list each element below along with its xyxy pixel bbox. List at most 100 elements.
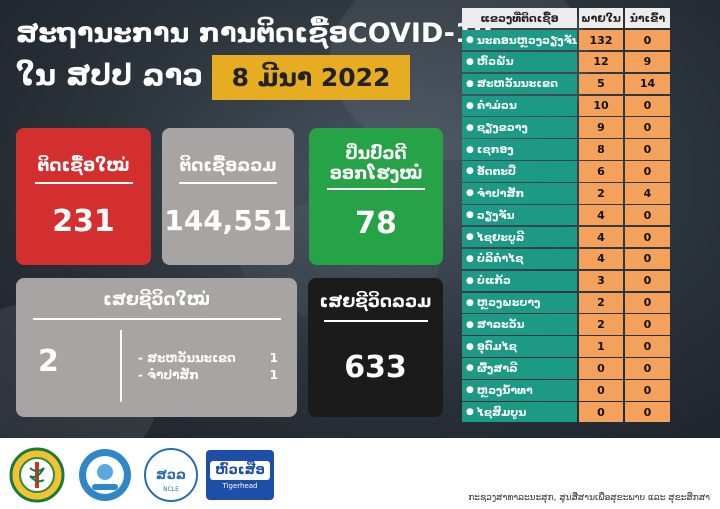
- table-row: ● ຈຳປາສັກ 2 4: [462, 183, 670, 204]
- ncle-logo: ສວລ NCLE: [142, 446, 200, 504]
- total-cases-value: 144,551: [164, 204, 292, 237]
- ncle-text: ສວລ: [156, 468, 186, 483]
- divider: [327, 188, 425, 190]
- breakdown-row: - ຈຳປາສັກ 1: [138, 367, 278, 384]
- local-cases-cell: 6: [579, 161, 623, 182]
- imported-cases-cell: 0: [625, 248, 670, 270]
- province-name: ຊຽງຂວາງ: [476, 121, 528, 135]
- local-cases-cell: 9: [579, 117, 623, 138]
- province-cell: ● ບໍລິຄຳໄຊ: [462, 248, 577, 270]
- table-row: ● ຊຽງຂວາງ 9 0: [462, 117, 670, 138]
- local-cases-cell: 0: [579, 380, 623, 401]
- local-cases-cell: 12: [579, 51, 623, 73]
- table-row: ● ຜົ້ງສາລີ 0 0: [462, 358, 670, 379]
- imported-cases-cell: 0: [625, 139, 670, 160]
- province-cell: ● ສະຫວັນນະເຂດ: [462, 73, 577, 95]
- imported-cases-cell: 0: [625, 205, 670, 226]
- imported-cases-cell: 0: [625, 336, 670, 357]
- province-name: ໄຊສົມບູນ: [476, 405, 527, 419]
- province-name: ຄຳມ່ວນ: [476, 99, 517, 113]
- bullet-icon: ●: [466, 363, 474, 374]
- tigerhead-logo: ຫົວເສືອ Tigerhead: [206, 450, 274, 500]
- imported-cases-cell: 0: [625, 292, 670, 313]
- table-row: ● ບໍ່ແກ້ວ 3 0: [462, 270, 670, 292]
- province-cell: ● ນະຄອນຫຼວງວຽງຈັນ: [462, 29, 577, 51]
- imported-cases-cell: 0: [625, 380, 670, 401]
- table-row: ● ບໍລິຄຳໄຊ 4 0: [462, 248, 670, 270]
- province-name: ເຊກອງ: [476, 143, 514, 157]
- province-name: ຫຼວງພະບາງ: [476, 296, 541, 310]
- local-cases-cell: 2: [579, 183, 623, 204]
- province-name: ອຸດົມໄຊ: [476, 340, 517, 354]
- new-deaths-card: ເສຍຊີວິດໃໝ່ 2 - ສະຫວັນນະເຂດ 1 - ຈຳປາສັກ …: [16, 278, 297, 417]
- bullet-icon: ●: [466, 385, 474, 396]
- bullet-icon: ●: [466, 100, 474, 111]
- imported-cases-cell: 0: [625, 161, 670, 182]
- province-cell: ● ບໍ່ແກ້ວ: [462, 270, 577, 292]
- local-cases-cell: 4: [579, 205, 623, 226]
- bullet-icon: ●: [466, 188, 474, 199]
- footer: ສວລ NCLE ຫົວເສືອ Tigerhead ກະຊວງສາທາລະນະ…: [0, 438, 720, 509]
- bullet-icon: ●: [466, 122, 474, 133]
- total-deaths-card: ເສຍຊີວິດລວມ 633: [308, 278, 443, 417]
- province-name: ບໍ່ແກ້ວ: [476, 274, 511, 288]
- header-province: ແຂວງທີ່ຕິດເຊື້ອ: [462, 8, 577, 29]
- divider: [179, 182, 277, 184]
- province-cell: ● ຊຽງຂວາງ: [462, 117, 577, 138]
- recovered-value: 78: [355, 206, 397, 241]
- province-cell: ● ຈຳປາສັກ: [462, 183, 577, 204]
- local-cases-cell: 5: [579, 73, 623, 95]
- bullet-icon: ●: [466, 253, 474, 264]
- total-deaths-value: 633: [344, 350, 407, 385]
- imported-cases-cell: 0: [625, 402, 670, 423]
- table-row: ● ຫຼວງນ້ຳທາ 0 0: [462, 380, 670, 401]
- new-cases-value: 231: [52, 204, 115, 239]
- imported-cases-cell: 0: [625, 95, 670, 116]
- table-row: ● ຄຳມ່ວນ 10 0: [462, 95, 670, 116]
- province-cell: ● ໄຊຍະບູລີ: [462, 226, 577, 248]
- table-header: ແຂວງທີ່ຕິດເຊື້ອ ພາຍໃນ ນຳເຂົ້າ: [462, 8, 670, 29]
- page-title: ສະຖານະການ ການຕິດເຊື້ອCOVID-19: [16, 18, 493, 49]
- bullet-icon: ●: [466, 166, 474, 177]
- bullet-icon: ●: [466, 56, 474, 67]
- footer-credit: ກະຊວງສາທາລະນະສຸກ, ສູນສື່ສານເພື່ອສຸຂະພາບ …: [468, 493, 710, 503]
- local-cases-cell: 2: [579, 292, 623, 313]
- bullet-icon: ●: [466, 407, 474, 418]
- bullet-icon: ●: [466, 210, 474, 221]
- province-cases-table: ແຂວງທີ່ຕິດເຊື້ອ ພາຍໃນ ນຳເຂົ້າ ● ນະຄອນຫຼວງ…: [462, 8, 670, 424]
- province-name: ໄຊຍະບູລີ: [476, 230, 525, 244]
- tigerhead-text: ຫົວເສືອ: [210, 460, 270, 480]
- province-name: ຫຼວງນ້ຳທາ: [476, 383, 533, 397]
- divider: [32, 318, 281, 320]
- local-cases-cell: 0: [579, 402, 623, 423]
- tigerhead-sub: Tigerhead: [222, 481, 258, 490]
- local-cases-cell: 3: [579, 270, 623, 292]
- province-cell: ● ຫົວພັນ: [462, 51, 577, 73]
- local-cases-cell: 132: [579, 29, 623, 51]
- province-cell: ● ອັດຕະປື: [462, 161, 577, 182]
- local-cases-cell: 4: [579, 226, 623, 248]
- new-deaths-value: 2: [38, 344, 59, 379]
- bullet-icon: ●: [466, 341, 474, 352]
- province-name: ອັດຕະປື: [476, 164, 516, 178]
- province-name: ຈຳປາສັກ: [476, 186, 525, 200]
- page-subtitle: ໃນ ສປປ ລາວ: [16, 58, 204, 92]
- ncle-sub: NCLE: [163, 486, 179, 493]
- table-row: ● ນະຄອນຫຼວງວຽງຈັນ 132 0: [462, 29, 670, 51]
- imported-cases-cell: 0: [625, 358, 670, 379]
- table-row: ● ເຊກອງ 8 0: [462, 139, 670, 160]
- bullet-icon: ●: [466, 78, 474, 89]
- new-deaths-label: ເສຍຊີວິດໃໝ່: [103, 290, 210, 310]
- bullet-icon: ●: [466, 275, 474, 286]
- imported-cases-cell: 4: [625, 183, 670, 204]
- local-cases-cell: 4: [579, 248, 623, 270]
- divider: [34, 182, 133, 184]
- new-cases-label: ຕິດເຊື້ອໃໝ່: [37, 156, 130, 176]
- province-cell: ● ຄຳມ່ວນ: [462, 95, 577, 116]
- center-logo-icon: [79, 449, 131, 501]
- table-row: ● ໄຊສົມບູນ 0 0: [462, 402, 670, 423]
- local-cases-cell: 10: [579, 95, 623, 116]
- province-cell: ● ຫຼວງພະບາງ: [462, 292, 577, 313]
- recovered-label-line2: ອອກໂຮງໝໍ: [329, 164, 423, 184]
- province-cell: ● ວຽງຈັນ: [462, 205, 577, 226]
